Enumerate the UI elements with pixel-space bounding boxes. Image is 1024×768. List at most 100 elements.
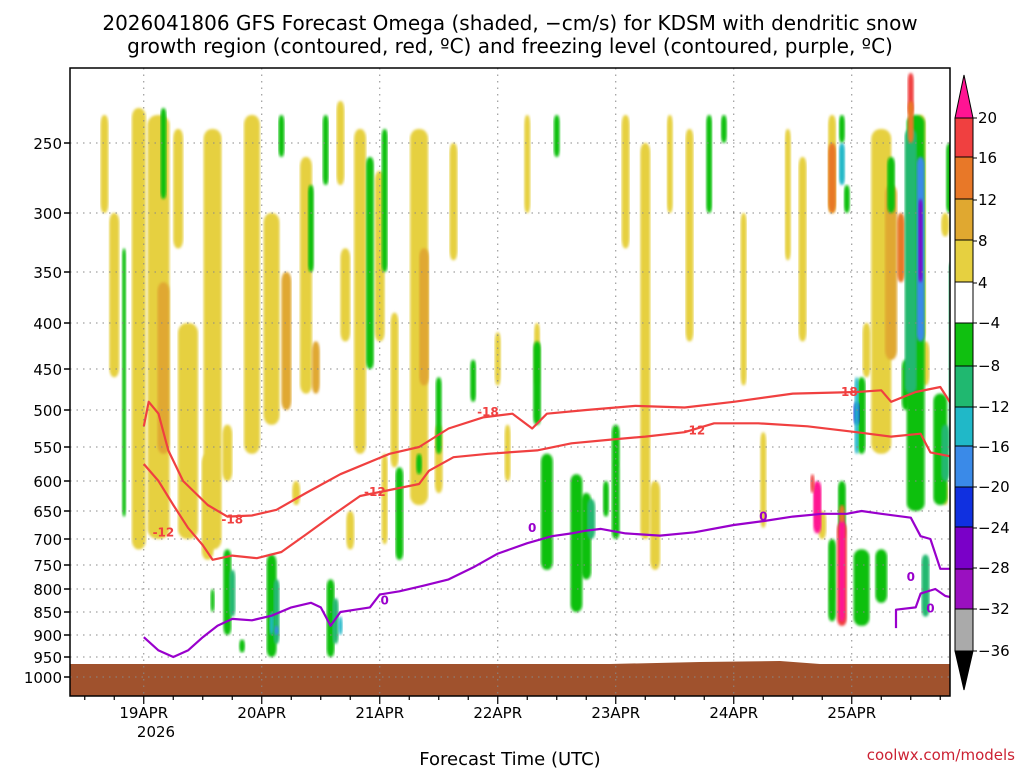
- x-tick-label: 21APR: [355, 704, 404, 722]
- contour-label: -12: [364, 485, 386, 499]
- contour-label: -18: [477, 405, 499, 419]
- y-tick-label: 550: [33, 439, 62, 457]
- contour-label: 0: [759, 510, 767, 524]
- omega-cell: [274, 625, 279, 635]
- omega-cell: [553, 115, 560, 157]
- omega-cell: [346, 511, 355, 550]
- colorbar-swatch: [954, 239, 974, 283]
- colorbar-bottom-arrow: [954, 650, 974, 691]
- omega-cell: [828, 539, 837, 622]
- y-tick-label: 300: [33, 205, 62, 223]
- omega-cell: [494, 332, 501, 386]
- contour-line: [894, 587, 950, 629]
- omega-cell: [160, 108, 167, 199]
- contour-label: -12: [153, 525, 175, 539]
- omega-cell: [100, 115, 109, 213]
- x-tick-label: 22APR: [473, 704, 522, 722]
- plot-grid: [70, 68, 950, 696]
- colorbar-swatch: [954, 406, 974, 447]
- omega-cell: [365, 157, 374, 369]
- chart-title-line2: growth region (contoured, red, ºC) and f…: [127, 34, 893, 58]
- omega-cell: [322, 115, 329, 185]
- omega-cell: [178, 323, 198, 539]
- omega-cell: [243, 115, 260, 454]
- colorbar-swatch: [954, 117, 974, 158]
- colorbar-label: −32: [978, 600, 1010, 618]
- omega-cell: [157, 282, 170, 454]
- omega-cell: [416, 453, 423, 475]
- y-tick-label: 450: [33, 361, 62, 379]
- colorbar-label: −4: [978, 314, 1000, 332]
- contour-line: [142, 385, 950, 518]
- omega-cell: [814, 487, 821, 528]
- omega-cell: [540, 453, 553, 570]
- omega-cell: [666, 115, 673, 213]
- omega-cell: [1015, 213, 1023, 377]
- x-tick-label: 25APR: [827, 704, 876, 722]
- omega-cell: [896, 213, 905, 283]
- omega-cell: [857, 377, 866, 454]
- omega-cell: [381, 453, 388, 545]
- x-tick-label: 23APR: [591, 704, 640, 722]
- omega-cell: [760, 432, 767, 528]
- omega-cell: [611, 460, 620, 539]
- ground-surface: [70, 661, 950, 696]
- omega-cell: [810, 474, 815, 493]
- omega-cell: [838, 115, 845, 143]
- y-tick-label: 950: [33, 649, 62, 667]
- plot-frame: [69, 67, 951, 697]
- x-tick-label: 24APR: [709, 704, 758, 722]
- y-tick-label: 850: [33, 604, 62, 622]
- omega-cell: [1016, 454, 1022, 539]
- omega-cell: [470, 359, 477, 402]
- contour-label: -12: [684, 424, 706, 438]
- colorbar-swatch: [954, 281, 974, 324]
- omega-cell: [740, 213, 747, 386]
- colorbar-swatch: [954, 608, 974, 652]
- omega-cell: [720, 115, 727, 143]
- colorbar-label: 20: [978, 109, 997, 127]
- omega-cell: [533, 341, 542, 425]
- colorbar-top-arrow: [954, 74, 974, 119]
- colorbar-label: −8: [978, 357, 1000, 375]
- colorbar-swatch: [954, 322, 974, 367]
- y-tick-label: 600: [33, 473, 62, 491]
- ground-terrain: [70, 661, 950, 696]
- omega-cell: [887, 157, 896, 213]
- contour-label: -18: [221, 512, 243, 526]
- contour-label: 0: [926, 601, 934, 615]
- omega-cell: [854, 377, 859, 454]
- y-tick-label: 700: [33, 531, 62, 549]
- y-axis: 250 300 350 400 450 500 550 600 650 700 750 800 850 9…: [24, 135, 70, 687]
- omega-cell: [263, 213, 280, 425]
- omega-shading-layer: [100, 73, 1024, 657]
- omega-cell: [524, 115, 531, 213]
- omega-cell: [602, 481, 609, 517]
- omega-cell: [828, 143, 837, 213]
- colorbar-swatch: [954, 156, 974, 200]
- omega-cell: [338, 616, 343, 635]
- omega-cell: [449, 143, 458, 261]
- y-tick-label: 350: [33, 264, 62, 282]
- colorbar-swatch: [954, 486, 974, 528]
- colorbar: 20 16 12 8 4 −4 −8 −12 −16 −20 −24 −28 −32 −36: [954, 74, 1010, 691]
- omega-cell: [918, 199, 923, 283]
- omega-cell: [332, 598, 339, 644]
- y-tick-label: 500: [33, 402, 62, 420]
- omega-cell: [875, 549, 888, 603]
- omega-cell: [239, 639, 246, 653]
- omega-cell: [784, 129, 791, 261]
- omega-cell: [278, 115, 285, 157]
- omega-cell: [1019, 115, 1024, 157]
- colorbar-label: −12: [978, 398, 1010, 416]
- omega-cell: [853, 549, 870, 626]
- omega-cell: [685, 129, 694, 342]
- omega-cell: [941, 424, 950, 481]
- omega-cell: [223, 549, 232, 635]
- omega-cell: [650, 481, 661, 570]
- colorbar-label: −36: [978, 642, 1010, 660]
- omega-cell: [419, 248, 429, 386]
- chart-title-line1: 2026041806 GFS Forecast Omega (shaded, −…: [102, 11, 917, 35]
- colorbar-swatch: [954, 365, 974, 408]
